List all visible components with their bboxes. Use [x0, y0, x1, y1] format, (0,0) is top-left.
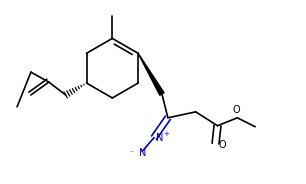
- Text: O: O: [233, 105, 240, 115]
- Text: N: N: [139, 148, 147, 158]
- Text: ⁻: ⁻: [129, 148, 133, 157]
- Text: N: N: [156, 133, 163, 143]
- Polygon shape: [138, 53, 164, 95]
- Text: O: O: [218, 140, 226, 150]
- Text: +: +: [163, 131, 169, 137]
